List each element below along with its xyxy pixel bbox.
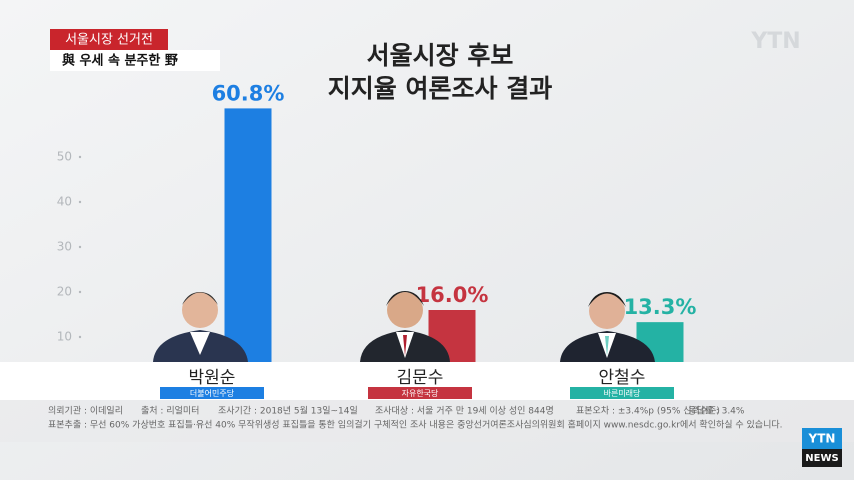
photo [560,292,655,362]
footnote: 의뢰기관 : 이데일리 [48,406,123,417]
party-badge [570,387,674,399]
header-tag: 서울시장 선거전 [65,33,153,48]
photo [153,292,248,362]
x-tick-label: 안철수 [599,368,646,388]
y-tick-label: 30 [57,240,72,254]
footnote: 응답률 : 3.4% [688,405,745,417]
footnote-band [0,400,854,442]
footnote: 조사기간 : 2018년 5월 13일~14일 [218,405,358,417]
party-badge [368,387,472,399]
tick-mark [78,155,82,159]
value-label: 60.8% [212,81,285,105]
corner-logo: YTN [808,432,836,446]
y-tick-label: 50 [57,150,72,164]
chart-title: 지지율 여론조사 결과 [328,74,552,103]
footnote: 출처 : 리얼미터 [141,405,199,417]
footnote: 조사대상 : 서울 거주 만 19세 이상 성인 844명 [375,406,554,417]
headline-box [50,50,220,71]
corner-logo-top [802,428,842,449]
tick-mark [78,200,82,204]
tick-mark [78,335,82,339]
chart-title: 서울시장 후보 [367,41,514,70]
party-label: 바른미래당 [604,388,641,398]
value-label: 13.3% [624,295,697,319]
header-headline: 與 우세 속 분주한 野 [62,53,178,69]
value-label: 16.0% [416,283,489,307]
tag-box [50,29,168,50]
footnote: 표본오차 : ±3.4%p (95% 신뢰수준) [576,405,720,417]
footnote: 구체적인 조사 내용은 중앙선거여론조사심의위원회 홈페이지 www.nesdc… [374,419,783,431]
footnote: 표본추출 : 무선 60% 가상번호 표집틀·유선 40% 무작위생성 표집틀을… [48,419,371,431]
x-tick-label: 박원순 [189,368,236,388]
tick-mark [78,290,82,294]
y-tick-label: 40 [57,195,72,209]
party-label: 더불어민주당 [190,388,235,398]
party-badge [160,387,264,399]
photo [360,291,450,362]
corner-logo: NEWS [805,453,838,464]
bar [224,108,272,383]
party-label: 자유한국당 [402,388,439,398]
tick-mark [78,245,82,249]
x-tick-label: 김문수 [397,368,444,388]
y-tick-label: 20 [57,285,72,299]
y-tick-label: 10 [57,330,72,344]
watermark-logo: YTN [750,29,800,54]
